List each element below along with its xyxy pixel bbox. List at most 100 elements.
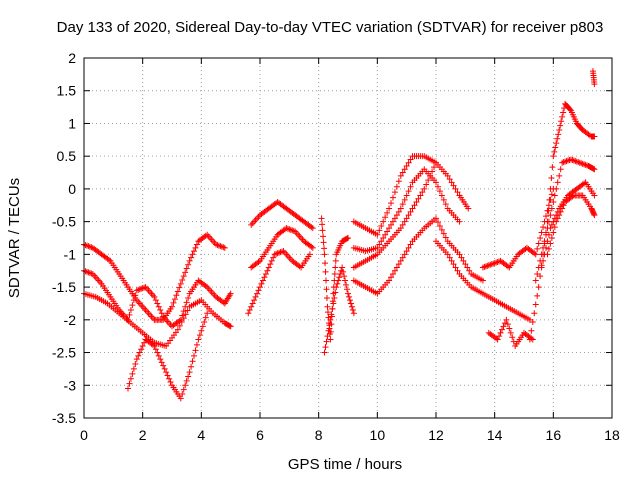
data-point <box>151 293 158 300</box>
data-point <box>327 336 334 343</box>
data-point <box>227 323 234 330</box>
data-point <box>405 188 412 195</box>
y-tick-label: 1.5 <box>57 83 77 99</box>
data-point <box>407 241 414 248</box>
data-point <box>399 169 406 176</box>
data-point <box>409 205 416 212</box>
data-point <box>433 215 439 222</box>
data-point <box>167 379 174 385</box>
data-point <box>130 365 137 372</box>
data-point <box>458 254 465 261</box>
data-point <box>217 243 224 250</box>
series-track-6 <box>248 225 316 271</box>
data-point <box>557 122 564 129</box>
series-track-20 <box>544 192 598 258</box>
data-point <box>287 226 294 233</box>
data-point <box>318 215 325 222</box>
data-point <box>345 293 352 300</box>
data-point <box>259 277 266 284</box>
data-point <box>421 185 428 192</box>
data-point <box>493 259 500 266</box>
data-point <box>450 261 457 268</box>
y-tick-label: -3.5 <box>52 410 76 426</box>
data-point <box>566 106 573 113</box>
data-point <box>226 322 233 329</box>
data-point <box>413 199 420 205</box>
data-point <box>329 305 336 312</box>
data-point <box>380 218 387 225</box>
data-point <box>397 205 404 212</box>
data-point <box>202 283 209 289</box>
data-point <box>220 244 227 251</box>
data-point <box>180 315 187 322</box>
data-point <box>403 192 410 199</box>
data-point <box>448 257 455 264</box>
data-point <box>547 225 554 232</box>
data-point <box>323 338 330 345</box>
data-point <box>569 193 576 200</box>
data-point <box>388 274 395 281</box>
data-point <box>170 299 177 306</box>
data-point <box>255 259 262 265</box>
data-point <box>340 268 347 275</box>
data-point <box>393 212 400 219</box>
data-point <box>403 215 410 222</box>
series-track-3 <box>81 290 234 349</box>
data-point <box>129 302 136 309</box>
data-point <box>325 327 332 334</box>
data-point <box>185 295 192 301</box>
data-point <box>397 257 404 264</box>
data-point <box>560 202 567 209</box>
series-track-11 <box>350 166 463 255</box>
data-point <box>547 240 554 247</box>
data-point <box>174 288 181 295</box>
data-point <box>179 391 186 397</box>
data-point <box>545 231 552 238</box>
data-point <box>391 267 398 274</box>
data-point <box>389 218 396 225</box>
data-point <box>591 166 598 173</box>
data-point <box>434 183 441 190</box>
data-point <box>85 243 92 250</box>
data-point <box>332 289 339 296</box>
data-point <box>336 274 343 281</box>
data-point <box>267 261 274 268</box>
x-tick-label: 4 <box>197 427 205 443</box>
data-point <box>158 359 165 366</box>
data-point <box>177 280 184 287</box>
data-point <box>199 323 206 330</box>
data-point <box>434 219 441 226</box>
data-point <box>397 225 404 232</box>
data-point <box>554 135 561 142</box>
data-point <box>176 322 183 329</box>
series-track-9 <box>321 264 357 356</box>
data-point <box>149 341 156 348</box>
data-point <box>496 258 503 265</box>
data-point <box>183 265 190 272</box>
data-point <box>401 166 408 173</box>
data-point <box>499 326 505 333</box>
data-point <box>464 264 471 271</box>
data-point <box>350 310 357 317</box>
data-point <box>155 303 162 310</box>
data-point <box>127 375 134 382</box>
data-point <box>440 230 447 237</box>
data-point <box>399 221 406 228</box>
data-point <box>322 344 329 351</box>
data-point <box>581 161 588 168</box>
data-point <box>401 196 408 203</box>
data-point <box>252 293 259 300</box>
data-point <box>487 261 494 268</box>
data-point <box>334 280 341 287</box>
data-point <box>448 179 455 186</box>
data-point <box>319 227 326 234</box>
data-point <box>386 205 393 212</box>
data-point <box>135 286 142 293</box>
data-point <box>271 251 278 258</box>
data-point <box>191 248 197 255</box>
data-point <box>192 244 199 251</box>
data-point <box>182 269 189 276</box>
data-point <box>133 356 140 363</box>
data-point <box>286 226 293 233</box>
data-point <box>576 159 583 166</box>
